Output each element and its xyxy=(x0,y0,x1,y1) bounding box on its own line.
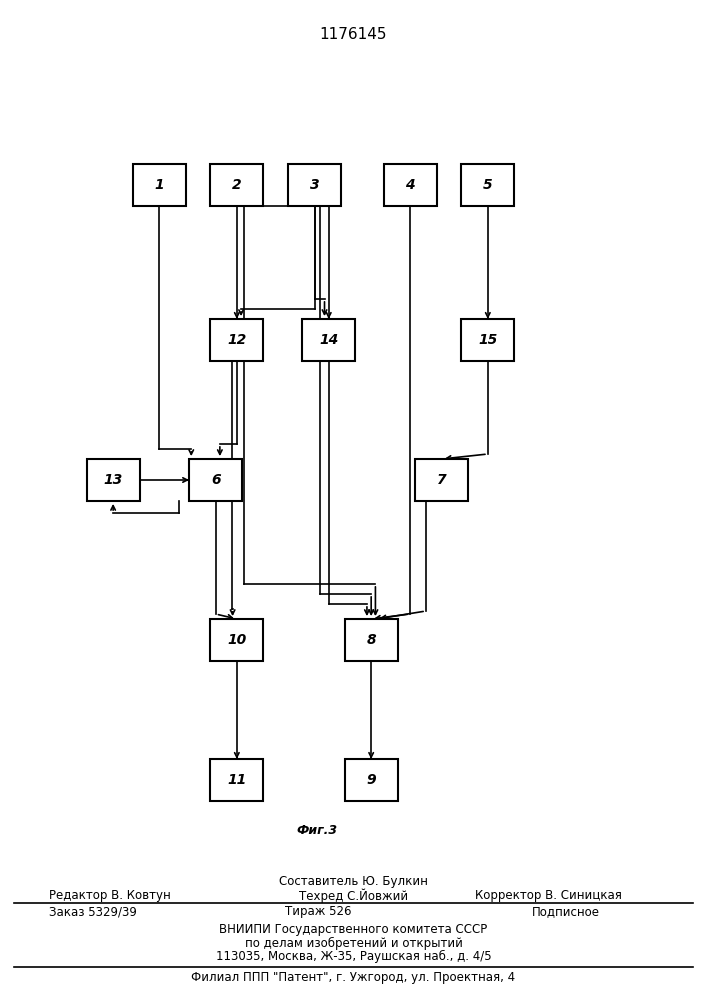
Text: 15: 15 xyxy=(478,333,498,347)
Text: 2: 2 xyxy=(232,178,242,192)
Text: 6: 6 xyxy=(211,473,221,487)
Text: 4: 4 xyxy=(405,178,415,192)
FancyBboxPatch shape xyxy=(189,459,242,501)
Text: 12: 12 xyxy=(227,333,247,347)
Text: 8: 8 xyxy=(366,633,376,647)
FancyBboxPatch shape xyxy=(211,759,264,801)
FancyBboxPatch shape xyxy=(303,319,355,361)
Text: Заказ 5329/39: Заказ 5329/39 xyxy=(49,906,137,918)
Text: Составитель Ю. Булкин: Составитель Ю. Булкин xyxy=(279,876,428,888)
Text: 7: 7 xyxy=(437,473,447,487)
FancyBboxPatch shape xyxy=(211,319,264,361)
FancyBboxPatch shape xyxy=(383,164,436,206)
FancyBboxPatch shape xyxy=(288,164,341,206)
Text: Техред С.Йовжий: Техред С.Йовжий xyxy=(299,889,408,903)
Text: ВНИИПИ Государственного комитета СССР: ВНИИПИ Государственного комитета СССР xyxy=(219,924,488,936)
Text: Фиг.3: Фиг.3 xyxy=(297,824,338,836)
FancyBboxPatch shape xyxy=(211,164,264,206)
Text: 10: 10 xyxy=(227,633,247,647)
FancyBboxPatch shape xyxy=(211,619,264,661)
Text: 3: 3 xyxy=(310,178,320,192)
Text: 14: 14 xyxy=(319,333,339,347)
Text: Филиал ППП "Патент", г. Ужгород, ул. Проектная, 4: Филиал ППП "Патент", г. Ужгород, ул. Про… xyxy=(192,972,515,984)
Text: 13: 13 xyxy=(103,473,123,487)
Text: по делам изобретений и открытий: по делам изобретений и открытий xyxy=(245,936,462,950)
Text: 1: 1 xyxy=(154,178,164,192)
Text: Подписное: Подписное xyxy=(532,906,600,918)
Text: Редактор В. Ковтун: Редактор В. Ковтун xyxy=(49,890,171,902)
Text: Тираж 526: Тираж 526 xyxy=(285,906,351,918)
Text: 1176145: 1176145 xyxy=(320,27,387,42)
Text: 113035, Москва, Ж-35, Раушская наб., д. 4/5: 113035, Москва, Ж-35, Раушская наб., д. … xyxy=(216,949,491,963)
FancyBboxPatch shape xyxy=(461,164,514,206)
FancyBboxPatch shape xyxy=(345,619,397,661)
FancyBboxPatch shape xyxy=(461,319,514,361)
Text: 5: 5 xyxy=(483,178,493,192)
FancyBboxPatch shape xyxy=(415,459,468,501)
FancyBboxPatch shape xyxy=(86,459,140,501)
FancyBboxPatch shape xyxy=(132,164,185,206)
Text: 11: 11 xyxy=(227,773,247,787)
Text: 9: 9 xyxy=(366,773,376,787)
Text: Корректор В. Синицкая: Корректор В. Синицкая xyxy=(475,890,622,902)
FancyBboxPatch shape xyxy=(345,759,397,801)
